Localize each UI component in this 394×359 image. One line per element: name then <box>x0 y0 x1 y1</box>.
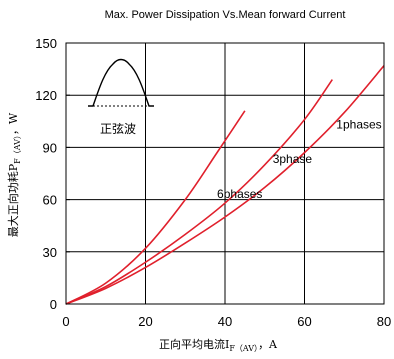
sine-wave-label: 正弦波 <box>100 121 136 136</box>
y-tick-label: 150 <box>35 36 57 51</box>
y-tick-label: 30 <box>43 245 57 260</box>
y-axis-label-unit: ，W <box>7 112 20 135</box>
tick-labels: 0 20 40 60 80 0 30 60 90 120 150 <box>35 36 391 329</box>
x-axis-label-unit: ，A <box>258 338 278 351</box>
y-tick-label: 0 <box>50 297 57 312</box>
x-tick-label: 40 <box>218 314 232 329</box>
y-tick-label: 90 <box>43 140 57 155</box>
x-tick-label: 60 <box>297 314 311 329</box>
y-axis-label-sub: F（AV） <box>13 135 22 164</box>
x-tick-label: 20 <box>138 314 152 329</box>
series-label-1phases: 1phases <box>336 117 381 131</box>
chart-title: Max. Power Dissipation Vs.Mean forward C… <box>105 9 346 21</box>
series-labels: 6phases 3phase 1phases <box>217 117 382 201</box>
x-tick-label: 0 <box>62 314 69 329</box>
x-tick-label: 80 <box>377 314 391 329</box>
y-axis-label: 最大正向功耗PF（AV），W <box>6 112 22 237</box>
x-axis-label: 正向平均电流IF（AV），A <box>159 337 278 353</box>
y-tick-label: 60 <box>43 193 57 208</box>
grid <box>66 43 384 304</box>
series-line-3phase <box>65 79 333 305</box>
sine-wave-inset: 正弦波 <box>88 58 154 136</box>
x-axis-label-main: 正向平均电流I <box>159 337 229 351</box>
series-label-6phases: 6phases <box>217 187 262 201</box>
sine-wave-icon <box>88 58 154 107</box>
series-line-6phases <box>65 110 246 305</box>
y-axis-label-main: 最大正向功耗P <box>6 163 20 237</box>
curves-layer <box>65 65 385 305</box>
y-tick-label: 120 <box>35 88 57 103</box>
series-label-3phase: 3phase <box>273 152 313 166</box>
x-axis-label-sub: F（AV） <box>229 344 258 353</box>
series-line-1phases <box>65 65 385 305</box>
